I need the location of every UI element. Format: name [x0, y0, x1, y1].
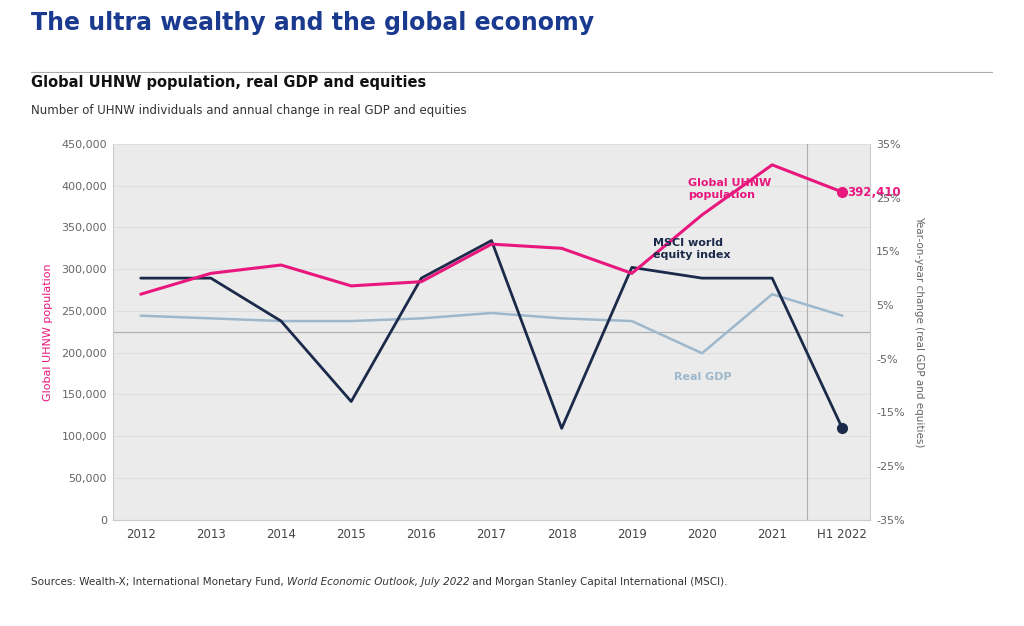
Text: Global UHNW population, real GDP and equities: Global UHNW population, real GDP and equ… [31, 75, 426, 90]
Text: Global UHNW
population: Global UHNW population [688, 178, 771, 200]
Text: Number of UHNW individuals and annual change in real GDP and equities: Number of UHNW individuals and annual ch… [31, 104, 466, 117]
Text: and Morgan Stanley Capital International (MSCI).: and Morgan Stanley Capital International… [469, 577, 728, 587]
Y-axis label: Global UHNW population: Global UHNW population [43, 263, 53, 401]
Text: The ultra wealthy and the global economy: The ultra wealthy and the global economy [31, 11, 594, 34]
Text: Sources: Wealth-X; International Monetary Fund, World Economic Outlook, July 202: Sources: Wealth-X; International Monetar… [31, 577, 470, 587]
Text: MSCI world
equity index: MSCI world equity index [653, 238, 730, 260]
Y-axis label: Year-on-year change (real GDP and equities): Year-on-year change (real GDP and equiti… [914, 216, 924, 448]
Text: 392,410: 392,410 [847, 185, 901, 198]
Text: Real GDP: Real GDP [674, 372, 731, 382]
Text: Sources: Wealth-X; International Monetary Fund,: Sources: Wealth-X; International Monetar… [31, 577, 287, 587]
Text: World Economic Outlook, July 2022: World Economic Outlook, July 2022 [287, 577, 469, 587]
